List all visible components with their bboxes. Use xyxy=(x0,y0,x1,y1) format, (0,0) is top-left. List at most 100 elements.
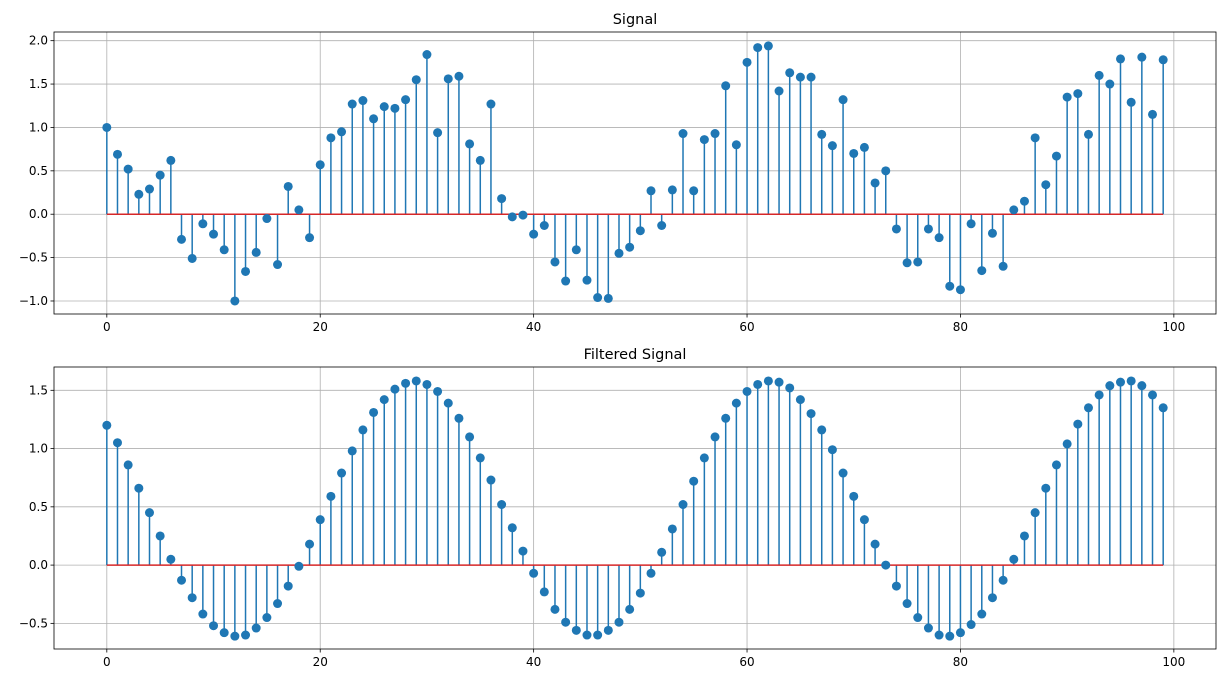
data-point xyxy=(134,189,144,199)
data-point xyxy=(1137,52,1147,62)
data-point xyxy=(945,281,955,291)
data-point xyxy=(1116,54,1126,64)
data-point xyxy=(539,587,549,597)
data-point xyxy=(923,224,933,234)
data-point xyxy=(966,219,976,229)
data-point xyxy=(1094,390,1104,400)
data-point xyxy=(753,379,763,389)
data-point xyxy=(337,468,347,478)
data-point xyxy=(326,491,336,501)
data-point xyxy=(102,122,112,132)
data-point xyxy=(379,102,389,112)
data-point xyxy=(987,593,997,603)
data-point xyxy=(763,41,773,51)
data-point xyxy=(166,155,176,165)
x-tick-label: 100 xyxy=(1162,320,1185,334)
signal-chart: Signal 0 20 40 60 80 100 −1.0 −0.5 0.0 0.5 1.0 1.5 2… xyxy=(19,12,1217,334)
data-point xyxy=(1126,376,1136,386)
data-point xyxy=(187,593,197,603)
data-point xyxy=(913,613,923,623)
data-point xyxy=(475,453,485,463)
y-tick-label: 1.0 xyxy=(29,120,48,134)
data-point xyxy=(497,500,507,510)
y-tick-label: 1.5 xyxy=(29,383,48,397)
data-point xyxy=(443,74,453,84)
data-point xyxy=(1073,419,1083,429)
data-point xyxy=(827,141,837,151)
data-point xyxy=(241,266,251,276)
data-point xyxy=(358,96,368,106)
data-point xyxy=(1041,180,1051,190)
data-point xyxy=(955,628,965,638)
x-tick-label: 0 xyxy=(103,655,111,669)
data-point xyxy=(241,630,251,640)
y-tick-label: 2.0 xyxy=(29,34,48,48)
data-point xyxy=(433,386,443,396)
data-point xyxy=(337,127,347,137)
data-point xyxy=(294,561,304,571)
data-point xyxy=(945,631,955,641)
data-point xyxy=(369,114,379,124)
y-tick-label: 0.5 xyxy=(29,164,48,178)
data-point xyxy=(198,219,208,229)
data-point xyxy=(870,178,880,188)
data-point xyxy=(806,409,816,419)
data-point xyxy=(635,588,645,598)
data-point xyxy=(838,468,848,478)
data-point xyxy=(625,604,635,614)
data-point xyxy=(177,575,187,585)
data-point xyxy=(742,386,752,396)
data-point xyxy=(582,630,592,640)
x-tick-label: 60 xyxy=(739,655,754,669)
data-point xyxy=(881,166,891,176)
data-point xyxy=(1062,439,1072,449)
data-point xyxy=(614,248,624,258)
data-point xyxy=(529,229,539,239)
data-point xyxy=(667,524,677,534)
data-point xyxy=(379,395,389,405)
data-point xyxy=(998,261,1008,271)
y-tick-label: 0.5 xyxy=(29,500,48,514)
data-point xyxy=(635,226,645,236)
data-point xyxy=(742,57,752,67)
data-point xyxy=(475,155,485,165)
data-point xyxy=(1062,92,1072,102)
chart-title: Signal xyxy=(613,12,658,28)
data-point xyxy=(219,245,229,255)
data-point xyxy=(529,568,539,578)
data-point xyxy=(838,95,848,105)
y-tick-label: −1.0 xyxy=(19,294,48,308)
data-point xyxy=(497,194,507,204)
data-point xyxy=(422,50,432,60)
y-tick-label: 0.0 xyxy=(29,558,48,572)
data-point xyxy=(1158,55,1168,65)
data-point xyxy=(390,384,400,394)
data-point xyxy=(1158,403,1168,413)
data-point xyxy=(230,631,240,641)
data-point xyxy=(1051,151,1061,161)
x-tick-label: 60 xyxy=(739,320,754,334)
data-point xyxy=(155,170,165,180)
data-point xyxy=(411,75,421,85)
axes-frame xyxy=(53,31,1217,315)
data-point xyxy=(209,621,219,631)
data-point xyxy=(785,383,795,393)
data-point xyxy=(870,539,880,549)
data-point xyxy=(966,620,976,630)
data-point xyxy=(283,181,293,191)
data-point xyxy=(305,539,315,549)
data-point xyxy=(667,185,677,195)
data-point xyxy=(518,210,528,220)
data-point xyxy=(603,625,613,635)
data-point xyxy=(401,95,411,105)
data-point xyxy=(422,379,432,389)
data-point xyxy=(443,398,453,408)
data-point xyxy=(219,628,229,638)
data-point xyxy=(646,568,656,578)
data-point xyxy=(465,432,475,442)
y-tick-label: 0.0 xyxy=(29,207,48,221)
data-point xyxy=(1094,70,1104,80)
data-point xyxy=(486,99,496,109)
data-point xyxy=(177,234,187,244)
data-point xyxy=(1030,133,1040,143)
